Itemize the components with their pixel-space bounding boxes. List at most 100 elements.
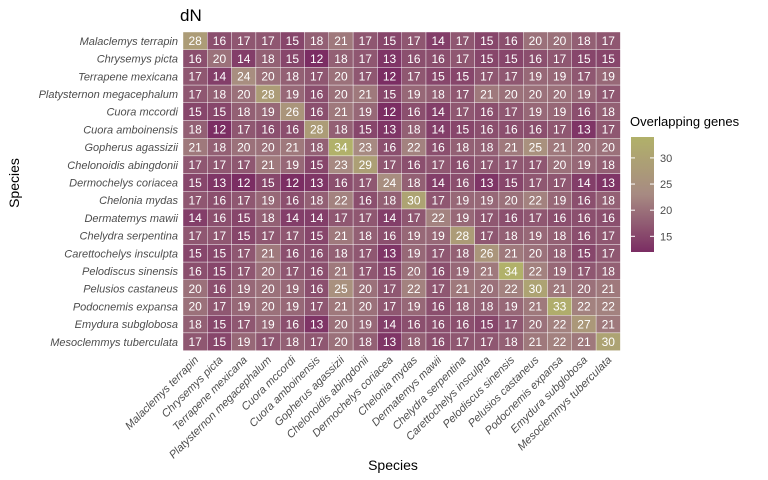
- cell-value-label: 16: [456, 158, 470, 172]
- cell-value-label: 20: [504, 87, 518, 101]
- legend-ticks: 15 20 25 30: [631, 153, 672, 243]
- cell-value-label: 17: [504, 158, 518, 172]
- cell-value-label: 20: [213, 52, 227, 66]
- cell-value-label: 16: [310, 247, 324, 261]
- cell-value-label: 18: [602, 193, 616, 207]
- cell-value-label: 17: [237, 247, 251, 261]
- cell-value-label: 18: [456, 300, 470, 314]
- cell-value-label: 16: [407, 105, 421, 119]
- cell-value-label: 20: [188, 300, 202, 314]
- cell-value-label: 18: [286, 335, 300, 349]
- cell-value-label: 21: [529, 300, 543, 314]
- cell-value-label: 22: [431, 211, 445, 225]
- cell-value-label: 20: [334, 335, 348, 349]
- cell-value-label: 19: [504, 300, 518, 314]
- cell-value-label: 16: [310, 264, 324, 278]
- cell-value-label: 14: [431, 123, 445, 137]
- legend-tick-label: 20: [660, 205, 672, 217]
- cell-value-label: 17: [188, 229, 202, 243]
- cell-value-label: 16: [213, 193, 227, 207]
- cell-value-label: 13: [383, 335, 397, 349]
- y-tick-label: Terrapene mexicana: [78, 71, 178, 83]
- cell-value-label: 19: [431, 229, 445, 243]
- cell-value-label: 18: [188, 317, 202, 331]
- cell-value-label: 12: [383, 105, 397, 119]
- cell-value-label: 20: [407, 264, 421, 278]
- cell-value-label: 20: [504, 193, 518, 207]
- cell-value-label: 14: [383, 317, 397, 331]
- cell-value-label: 18: [504, 335, 518, 349]
- cell-value-label: 21: [261, 247, 275, 261]
- cell-value-label: 18: [237, 105, 251, 119]
- cell-value-label: 19: [359, 317, 373, 331]
- cell-value-label: 17: [359, 247, 373, 261]
- cell-value-label: 16: [213, 34, 227, 48]
- legend-tick-label: 25: [660, 179, 672, 191]
- cell-value-label: 19: [553, 193, 567, 207]
- cell-value-label: 16: [504, 34, 518, 48]
- cell-value-label: 20: [480, 282, 494, 296]
- cell-value-label: 14: [213, 70, 227, 84]
- heatmap-cell: [595, 332, 621, 351]
- cell-value-label: 21: [553, 282, 567, 296]
- cell-value-label: 17: [480, 211, 494, 225]
- cell-value-label: 17: [188, 87, 202, 101]
- cell-value-label: 15: [188, 176, 202, 190]
- cell-value-label: 21: [480, 87, 494, 101]
- cell-value-label: 21: [480, 264, 494, 278]
- cell-value-label: 19: [407, 300, 421, 314]
- cell-value-label: 17: [577, 70, 591, 84]
- cell-value-label: 18: [334, 247, 348, 261]
- cell-value-label: 19: [553, 70, 567, 84]
- cell-value-label: 21: [334, 264, 348, 278]
- cell-value-label: 19: [407, 87, 421, 101]
- cell-value-label: 21: [261, 158, 275, 172]
- cell-value-label: 15: [480, 52, 494, 66]
- cell-value-label: 17: [383, 158, 397, 172]
- cell-value-label: 17: [431, 282, 445, 296]
- cell-value-label: 19: [286, 282, 300, 296]
- y-tick-label: Gopherus agassizii: [84, 142, 178, 154]
- cell-value-label: 17: [431, 158, 445, 172]
- cell-value-label: 18: [553, 229, 567, 243]
- cell-value-label: 14: [286, 211, 300, 225]
- cell-value-label: 17: [529, 176, 543, 190]
- cell-value-label: 17: [237, 264, 251, 278]
- cell-value-label: 19: [237, 282, 251, 296]
- cell-value-label: 17: [286, 229, 300, 243]
- cell-value-label: 17: [456, 34, 470, 48]
- cell-value-label: 19: [529, 70, 543, 84]
- cell-value-label: 18: [213, 140, 227, 154]
- cell-value-label: 12: [310, 52, 324, 66]
- cell-value-label: 17: [480, 70, 494, 84]
- cell-value-label: 15: [261, 176, 275, 190]
- cell-value-label: 15: [456, 123, 470, 137]
- cell-value-label: 15: [188, 105, 202, 119]
- cell-value-label: 19: [407, 229, 421, 243]
- cell-value-label: 13: [577, 123, 591, 137]
- cell-value-label: 15: [431, 70, 445, 84]
- cell-value-label: 28: [310, 123, 324, 137]
- cell-value-label: 14: [431, 176, 445, 190]
- cell-value-label: 15: [310, 158, 324, 172]
- cell-value-label: 17: [431, 247, 445, 261]
- cell-value-label: 21: [334, 300, 348, 314]
- cell-value-label: 21: [359, 87, 373, 101]
- cell-value-label: 17: [407, 34, 421, 48]
- cell-value-label: 16: [286, 123, 300, 137]
- cell-value-label: 19: [359, 105, 373, 119]
- cell-value-label: 13: [602, 176, 616, 190]
- cell-value-label: 17: [334, 211, 348, 225]
- cell-value-label: 18: [334, 52, 348, 66]
- cell-value-label: 34: [504, 264, 518, 278]
- cell-value-label: 17: [213, 300, 227, 314]
- cell-value-label: 15: [213, 247, 227, 261]
- cell-value-label: 24: [383, 176, 397, 190]
- cell-value-label: 30: [529, 282, 543, 296]
- cell-value-label: 17: [529, 211, 543, 225]
- cell-value-label: 18: [602, 158, 616, 172]
- cell-value-label: 17: [310, 335, 324, 349]
- cell-value-label: 19: [286, 300, 300, 314]
- cell-value-label: 22: [334, 193, 348, 207]
